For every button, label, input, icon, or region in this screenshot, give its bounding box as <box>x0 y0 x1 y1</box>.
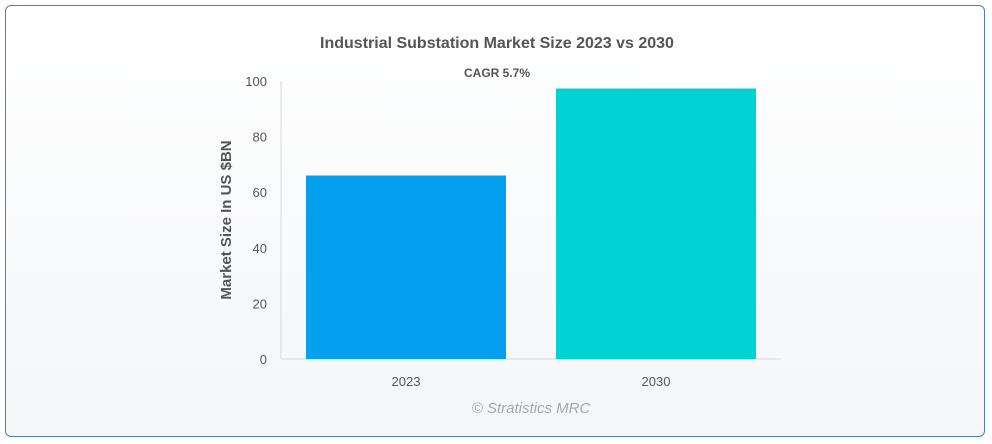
y-tick-label: 40 <box>253 241 267 256</box>
bars <box>306 88 756 360</box>
bar-2023 <box>306 175 506 359</box>
y-tick-label: 20 <box>253 296 267 311</box>
chart-title: Industrial Substation Market Size 2023 v… <box>320 35 674 52</box>
bar-2030 <box>556 88 756 360</box>
y-tick-label: 100 <box>245 74 267 89</box>
y-tick-labels: 0 20 40 60 80 100 <box>245 74 267 367</box>
x-tick-labels: 2023 2030 <box>392 374 671 389</box>
y-tick-label: 80 <box>253 130 267 145</box>
x-tick-label: 2030 <box>642 374 671 389</box>
source-credit: © Stratistics MRC <box>472 400 591 417</box>
y-tick-label: 0 <box>260 352 267 367</box>
y-tick-label: 60 <box>253 185 267 200</box>
cagr-annotation: CAGR 5.7% <box>464 66 530 80</box>
x-tick-label: 2023 <box>392 374 421 389</box>
y-axis-label: Market Size In US $BN <box>218 140 235 299</box>
